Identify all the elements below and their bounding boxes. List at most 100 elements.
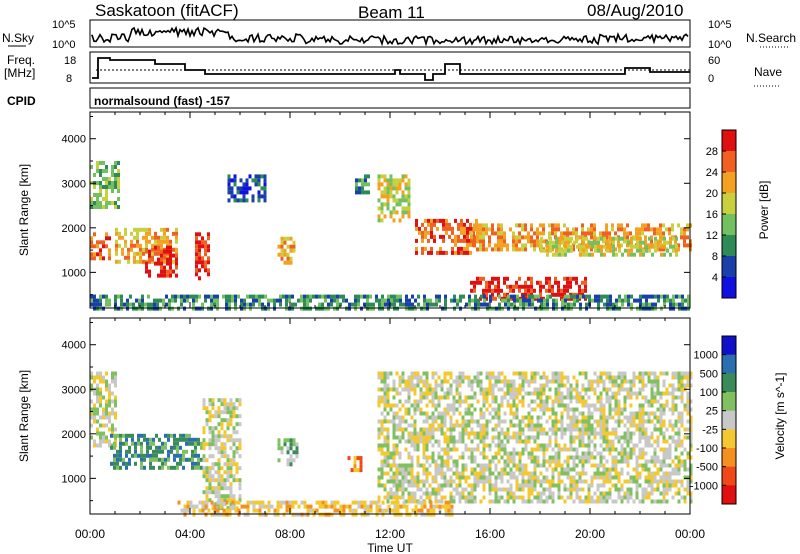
data-cell (680, 391, 684, 396)
data-cell (470, 379, 474, 384)
data-cell (330, 500, 334, 505)
data-cell (458, 431, 462, 436)
data-cell (217, 486, 221, 491)
data-cell (593, 471, 597, 476)
data-cell (627, 294, 630, 299)
data-cell (593, 419, 597, 424)
data-cell (677, 439, 681, 444)
data-cell (534, 294, 537, 299)
data-cell (473, 391, 477, 396)
data-cell (180, 302, 183, 307)
data-cell (680, 423, 684, 428)
data-cell (395, 190, 399, 195)
data-cell (605, 499, 609, 504)
data-cell (551, 231, 554, 236)
data-cell (530, 407, 534, 412)
data-cell (130, 247, 133, 252)
data-cell (183, 508, 187, 513)
data-cell (239, 190, 243, 195)
data-cell (632, 467, 636, 472)
data-cell (413, 427, 417, 432)
data-cell (644, 479, 648, 484)
data-cell (449, 371, 453, 376)
data-cell (345, 298, 348, 303)
data-cell (509, 459, 513, 464)
data-cell (617, 479, 621, 484)
data-cell (593, 403, 597, 408)
data-cell (422, 467, 426, 472)
data-cell (653, 379, 657, 384)
data-cell (659, 239, 662, 244)
data-cell (291, 306, 294, 311)
data-cell (383, 375, 387, 380)
data-cell (629, 479, 633, 484)
data-cell (479, 379, 483, 384)
x-tick-label: 00:00 (75, 527, 105, 541)
data-cell (675, 236, 678, 241)
data-cell (677, 395, 681, 400)
data-cell (407, 499, 411, 504)
data-cell (638, 499, 642, 504)
data-cell (473, 487, 477, 492)
data-cell (617, 227, 620, 232)
data-cell (125, 433, 128, 438)
colorbar-swatch (722, 410, 736, 430)
data-cell (444, 298, 447, 303)
data-cell (659, 395, 663, 400)
freq-tick-bottom: 8 (66, 73, 72, 85)
data-cell (639, 298, 642, 303)
data-cell (93, 232, 96, 237)
data-cell (584, 276, 587, 281)
data-cell (521, 427, 525, 432)
data-cell (623, 407, 627, 412)
data-cell (659, 371, 663, 376)
colorbar-tick-label: -1000 (690, 480, 718, 492)
data-cell (626, 223, 629, 228)
data-cell (581, 387, 585, 392)
data-cell (599, 427, 603, 432)
data-cell (270, 504, 274, 509)
data-cell (102, 185, 105, 189)
data-cell (238, 446, 242, 451)
data-cell (99, 306, 102, 311)
data-cell (182, 449, 185, 454)
data-cell (289, 248, 293, 253)
data-cell (644, 383, 648, 388)
data-cell (521, 247, 524, 252)
data-cell (398, 375, 402, 380)
data-cell (451, 230, 454, 235)
data-cell (641, 423, 645, 428)
data-cell (683, 427, 687, 432)
data-cell (163, 235, 166, 240)
data-cell (102, 306, 105, 311)
data-cell (330, 504, 334, 509)
data-cell (635, 411, 639, 416)
data-cell (309, 504, 313, 509)
data-cell (476, 419, 480, 424)
data-cell (398, 451, 402, 456)
data-cell (662, 435, 666, 440)
y-tick-label: 4000 (62, 134, 86, 146)
data-cell (377, 371, 381, 376)
data-cell (386, 459, 390, 464)
data-cell (680, 479, 684, 484)
data-cell (555, 306, 558, 311)
data-cell (170, 433, 173, 438)
data-cell (437, 399, 441, 404)
data-cell (620, 435, 624, 440)
data-cell (665, 451, 669, 456)
data-cell (145, 239, 148, 244)
data-cell (398, 471, 402, 476)
data-cell (542, 499, 546, 504)
data-cell (629, 391, 633, 396)
y-tick-label: 3000 (62, 384, 86, 396)
data-cell (220, 446, 224, 451)
data-cell (387, 306, 390, 311)
data-cell (455, 375, 459, 380)
data-cell (482, 463, 486, 468)
data-cell (686, 467, 690, 472)
data-cell (232, 450, 236, 455)
data-cell (122, 433, 125, 438)
data-cell (164, 441, 167, 446)
data-cell (650, 443, 654, 448)
